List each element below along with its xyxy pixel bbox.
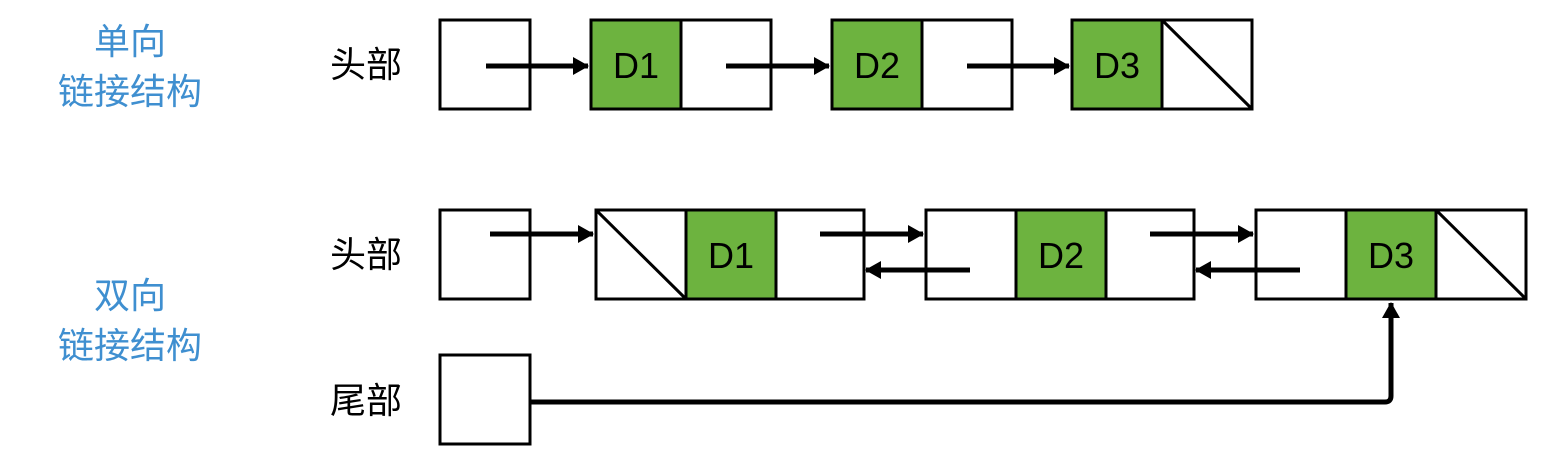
singly-node-2-data (830, 18, 924, 111)
doubly-arrow-tail-to-d3 (530, 302, 1400, 405)
singly-null-slash (1161, 19, 1253, 110)
doubly-head-label: 头部 (330, 235, 403, 276)
doubly-node-3-data (1344, 208, 1438, 301)
singly-title-line2: 链接结构 (57, 72, 202, 113)
singly-node-3: D3 (1070, 18, 1254, 111)
doubly-node-1-label: D1 (708, 235, 754, 276)
singly-node-1-label: D1 (613, 45, 659, 86)
doubly-node-2: D2 (924, 208, 1196, 301)
doubly-null-slash-prev (595, 209, 687, 300)
doubly-node-3-label: D3 (1368, 235, 1414, 276)
doubly-node-1-next (774, 208, 866, 301)
doubly-node-3: D3 (1254, 208, 1528, 301)
singly-node-2-label: D2 (854, 45, 900, 86)
doubly-null-slash-next (1435, 209, 1527, 300)
doubly-tail-box (438, 353, 532, 446)
singly-head-label: 头部 (330, 45, 403, 86)
doubly-node-2-label: D2 (1038, 235, 1084, 276)
singly-linked-title: 单向 链接结构 (30, 18, 230, 118)
doubly-node-3-prev (1254, 208, 1348, 301)
doubly-title-line1: 双向 (93, 276, 166, 317)
doubly-node-1: D1 (594, 208, 866, 301)
doubly-linked-title: 双向 链接结构 (30, 272, 230, 372)
doubly-tail-label: 尾部 (330, 381, 403, 422)
singly-node-3-label: D3 (1094, 45, 1140, 86)
doubly-node-2-prev (924, 208, 1018, 301)
singly-title-line1: 单向 (93, 22, 166, 63)
doubly-head-box (438, 208, 532, 301)
doubly-node-2-next (1104, 208, 1196, 301)
doubly-title-line2: 链接结构 (57, 326, 202, 367)
